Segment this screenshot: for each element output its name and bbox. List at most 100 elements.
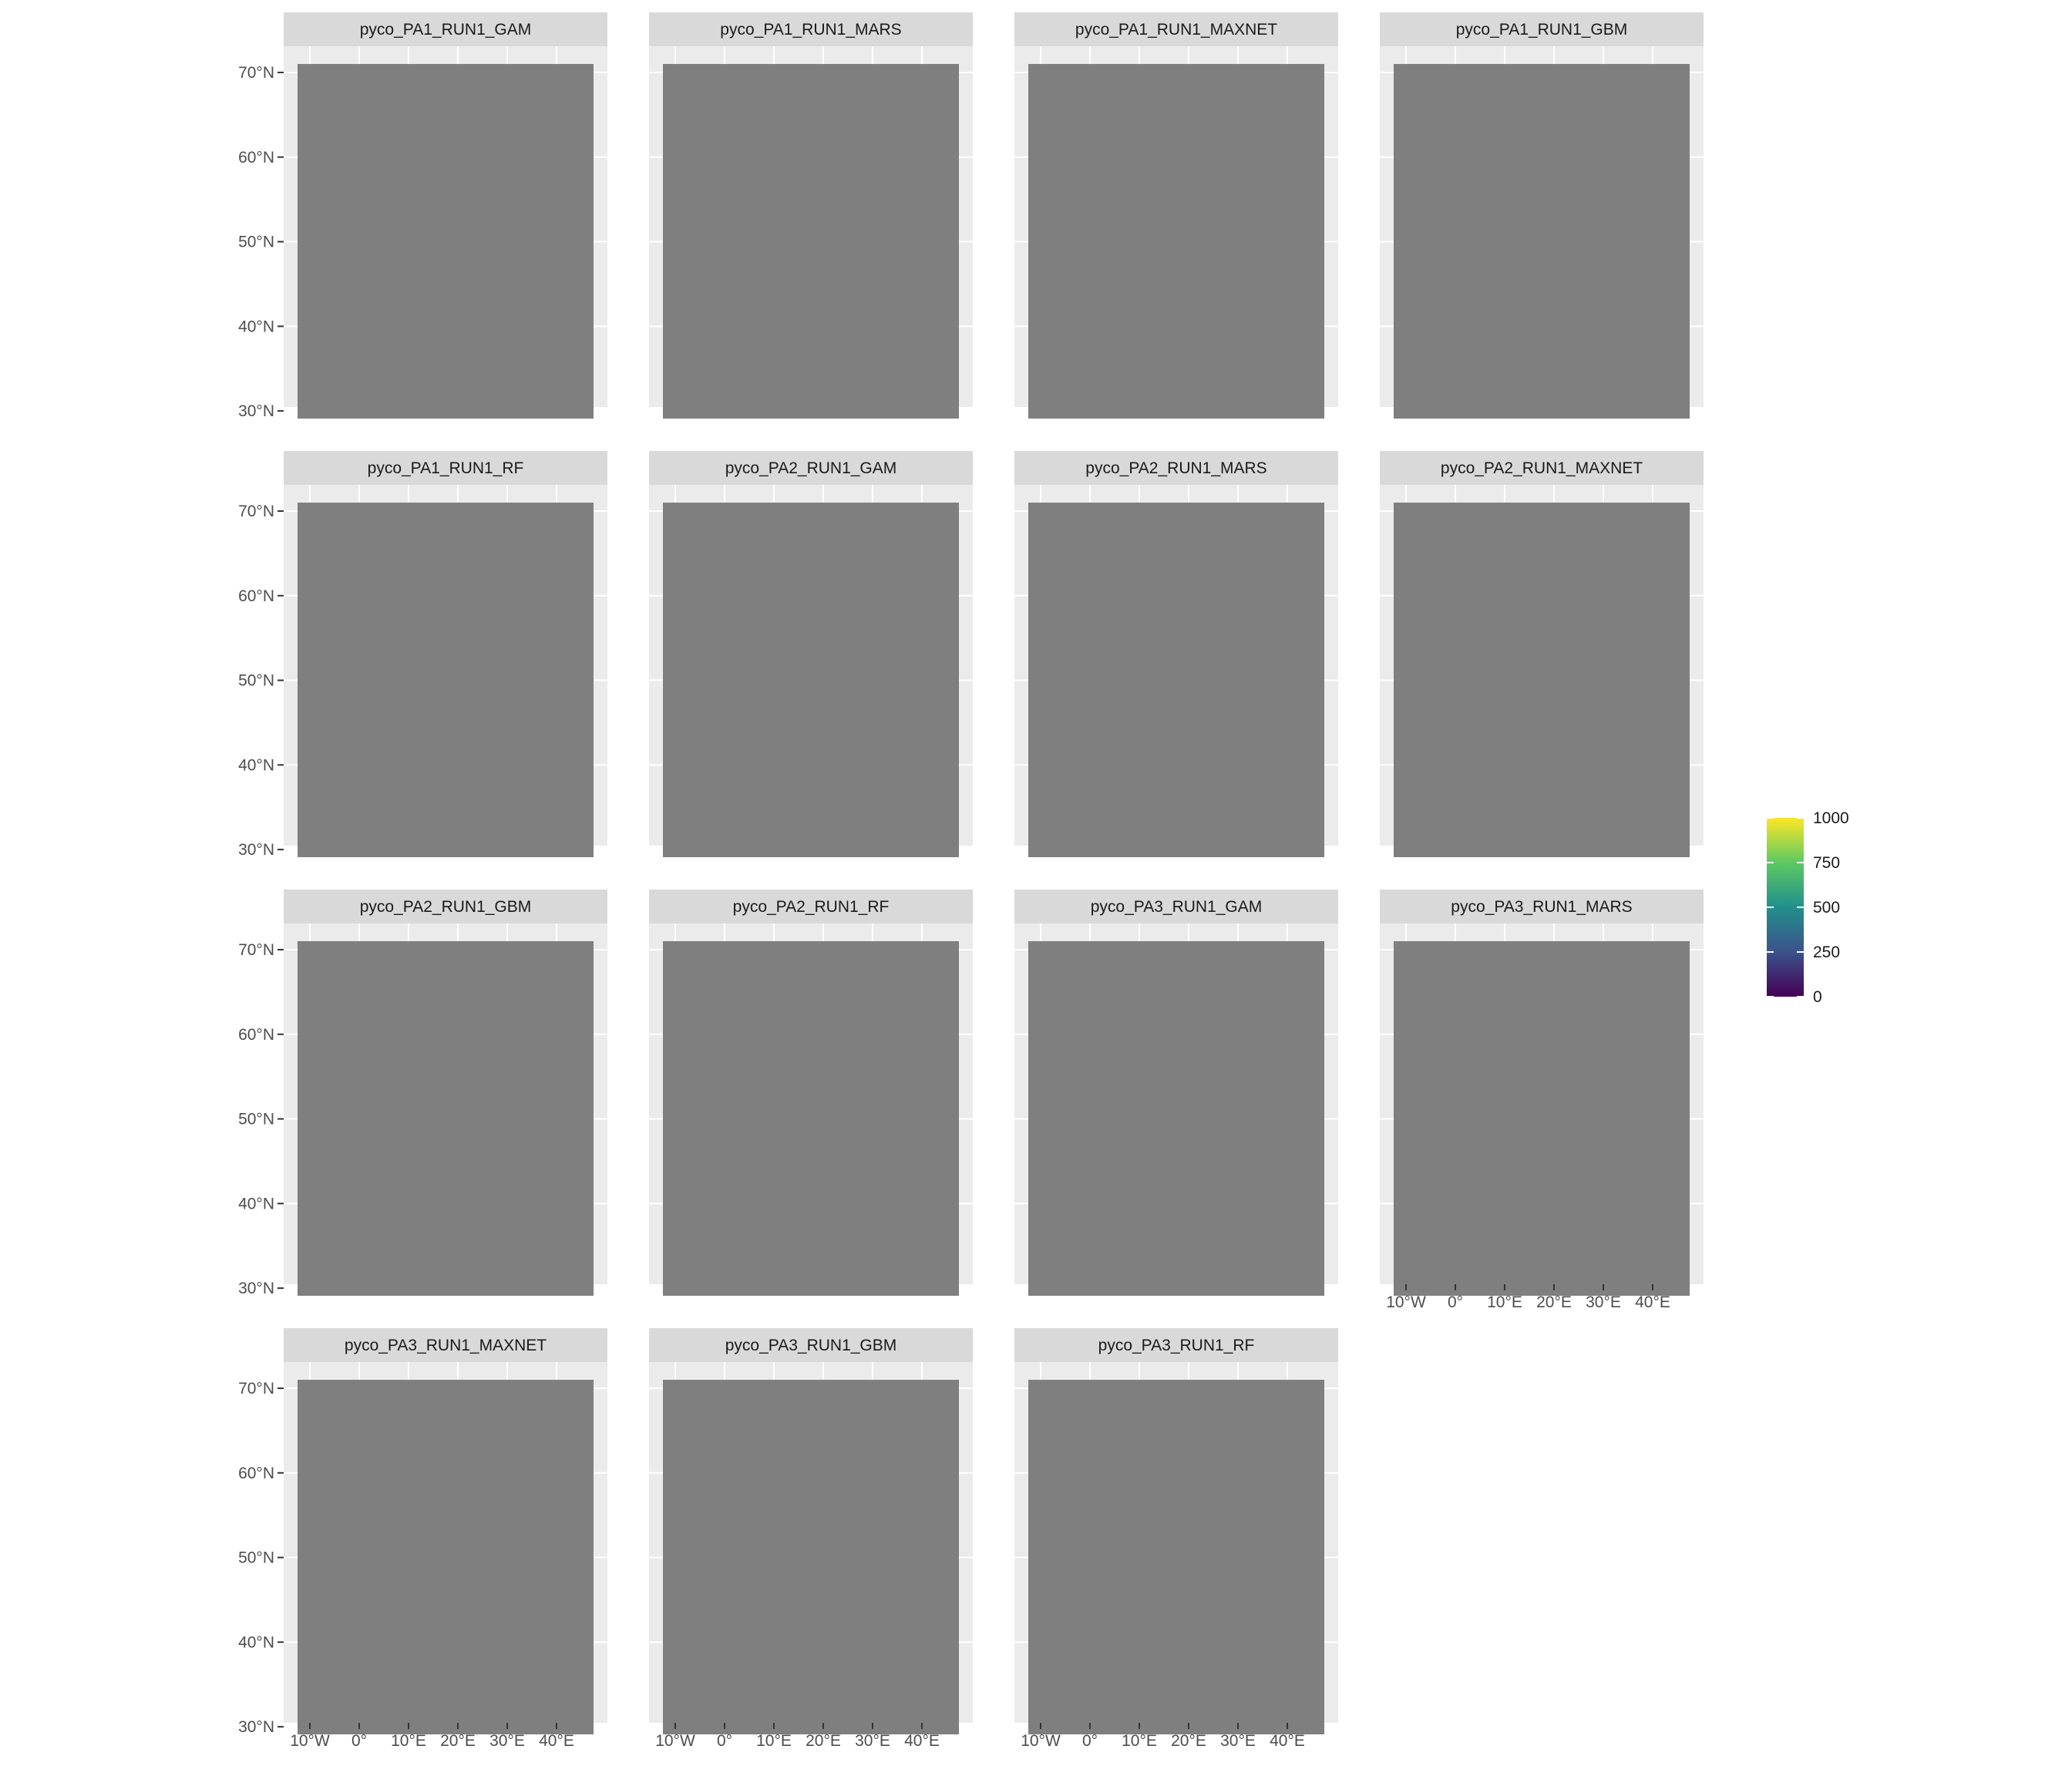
x-tick-label: 10°W	[655, 1732, 695, 1750]
facet-strip	[284, 12, 607, 46]
raster-no-data	[1028, 503, 1324, 857]
x-tick-label: 10°E	[756, 1732, 792, 1750]
raster-no-data	[298, 64, 594, 419]
colorbar-tick-label: 1000	[1813, 809, 1849, 827]
x-tick-label: 40°E	[904, 1732, 940, 1750]
facet-panel: pyco_PA1_RUN1_GBM	[1380, 12, 1704, 419]
colorbar-legend: 1000 750 500 250 0	[1767, 809, 1849, 1006]
y-tick-label: 70°N	[238, 1380, 274, 1398]
x-tick-label: 0°	[352, 1732, 367, 1750]
y-tick-label: 50°N	[238, 1111, 274, 1128]
x-tick-label: 30°E	[1586, 1293, 1621, 1311]
facet-title: pyco_PA2_RUN1_MARS	[1085, 459, 1266, 477]
facet-panel: pyco_PA2_RUN1_GBM 30°N 40°N 50°N 60°N 70°N	[238, 890, 607, 1297]
raster-no-data	[663, 941, 959, 1296]
facet-title: pyco_PA2_RUN1_GAM	[725, 459, 897, 477]
facet-title: pyco_PA3_RUN1_MARS	[1451, 898, 1632, 916]
facet-panel: pyco_PA1_RUN1_GAM 30°N 40°N 50°N 60°N 70°N	[238, 12, 607, 420]
facet-strip	[649, 890, 973, 923]
facet-strip	[284, 1328, 607, 1362]
y-tick-label: 40°N	[238, 1195, 274, 1213]
facet-panel: pyco_PA1_RUN1_MARS	[649, 12, 973, 419]
x-tick-label: 10°E	[391, 1732, 426, 1750]
facet-panel: pyco_PA3_RUN1_GBM 10°W 0° 10°E 20°E 30°E 40°E	[649, 1328, 973, 1750]
x-tick-label: 20°E	[1536, 1293, 1572, 1311]
facet-panel: pyco_PA2_RUN1_RF	[649, 890, 973, 1296]
x-tick-label: 20°E	[1171, 1732, 1206, 1750]
x-tick-label: 0°	[1448, 1293, 1463, 1311]
x-tick-label: 40°E	[1270, 1732, 1305, 1750]
x-tick-label: 20°E	[440, 1732, 476, 1750]
raster-no-data	[1028, 64, 1324, 419]
x-tick-label: 30°E	[1220, 1732, 1256, 1750]
facet-strip	[649, 1328, 973, 1362]
x-tick-label: 40°E	[1635, 1293, 1670, 1311]
facet-panel: pyco_PA3_RUN1_MAXNET 30°N 40°N 50°N 60°N 70°N…	[238, 1328, 607, 1750]
raster-no-data	[663, 1380, 959, 1734]
facet-panels: pyco_PA1_RUN1_GAM 30°N 40°N 50°N 60°N 70°N pyc…	[238, 12, 1704, 1750]
facet-strip	[284, 451, 607, 485]
x-tick-label: 0°	[1082, 1732, 1098, 1750]
raster-no-data	[1394, 503, 1690, 857]
facet-title: pyco_PA3_RUN1_GBM	[725, 1337, 897, 1354]
x-tick-label: 0°	[717, 1732, 732, 1750]
facet-panel: pyco_PA2_RUN1_MARS	[1014, 451, 1338, 857]
y-tick-label: 50°N	[238, 234, 274, 251]
facet-panel: pyco_PA3_RUN1_RF 10°W 0° 10°E 20°E 30°E 40°E	[1014, 1328, 1338, 1750]
facet-panel: pyco_PA3_RUN1_GAM	[1014, 890, 1338, 1296]
y-tick-label: 60°N	[238, 1026, 274, 1044]
x-tick-label: 30°E	[489, 1732, 525, 1750]
facet-strip	[649, 12, 973, 46]
facet-title: pyco_PA1_RUN1_RF	[368, 459, 524, 477]
raster-no-data	[1394, 941, 1690, 1296]
x-tick-label: 10°W	[1021, 1732, 1061, 1750]
y-tick-label: 70°N	[238, 64, 274, 82]
y-tick-label: 70°N	[238, 941, 274, 959]
facet-panel: pyco_PA3_RUN1_MARS 10°W 0° 10°E 20°E 30°E 40°E	[1380, 890, 1704, 1311]
y-tick-label: 30°N	[238, 1280, 274, 1297]
y-tick-label: 50°N	[238, 672, 274, 690]
y-tick-label: 40°N	[238, 756, 274, 774]
facet-title: pyco_PA2_RUN1_RF	[733, 898, 890, 916]
facet-title: pyco_PA1_RUN1_GBM	[1456, 21, 1628, 39]
y-tick-label: 40°N	[238, 318, 274, 335]
facet-strip	[1380, 12, 1704, 46]
facet-panel: pyco_PA1_RUN1_MAXNET	[1014, 12, 1338, 419]
y-tick-label: 60°N	[238, 587, 274, 605]
facet-panel: pyco_PA1_RUN1_RF 30°N 40°N 50°N 60°N 70°N	[238, 451, 607, 859]
raster-no-data	[1028, 941, 1324, 1296]
colorbar-tick-label: 750	[1813, 854, 1840, 872]
x-tick-label: 10°E	[1122, 1732, 1157, 1750]
colorbar-tick-label: 250	[1813, 944, 1840, 961]
x-tick-label: 10°W	[290, 1732, 330, 1750]
raster-no-data	[1394, 64, 1690, 419]
facet-title: pyco_PA3_RUN1_GAM	[1091, 898, 1263, 916]
facet-strip	[284, 890, 607, 923]
x-tick-label: 10°E	[1487, 1293, 1522, 1311]
raster-no-data	[298, 941, 594, 1296]
facet-strip	[1380, 890, 1704, 923]
y-tick-label: 60°N	[238, 1465, 274, 1482]
facet-title: pyco_PA3_RUN1_MAXNET	[345, 1337, 547, 1354]
facet-panel: pyco_PA2_RUN1_GAM	[649, 451, 973, 857]
raster-no-data	[298, 503, 594, 857]
facet-strip	[1380, 451, 1704, 485]
x-tick-label: 20°E	[806, 1732, 841, 1750]
y-tick-label: 50°N	[238, 1549, 274, 1567]
colorbar-tick-label: 0	[1813, 988, 1822, 1006]
facet-strip	[1014, 890, 1338, 923]
facet-panel: pyco_PA2_RUN1_MAXNET	[1380, 451, 1704, 857]
facet-title: pyco_PA1_RUN1_MAXNET	[1075, 21, 1277, 39]
x-tick-label: 40°E	[539, 1732, 574, 1750]
y-tick-label: 30°N	[238, 402, 274, 420]
y-tick-label: 30°N	[238, 1718, 274, 1736]
facet-title: pyco_PA1_RUN1_GAM	[360, 21, 532, 39]
x-tick-label: 10°W	[1386, 1293, 1426, 1311]
facet-title: pyco_PA3_RUN1_RF	[1098, 1337, 1255, 1354]
raster-no-data	[663, 503, 959, 857]
raster-no-data	[298, 1380, 594, 1734]
colorbar-tick-label: 500	[1813, 899, 1840, 917]
facet-strip	[1014, 1328, 1338, 1362]
facet-title: pyco_PA2_RUN1_MAXNET	[1441, 459, 1643, 477]
